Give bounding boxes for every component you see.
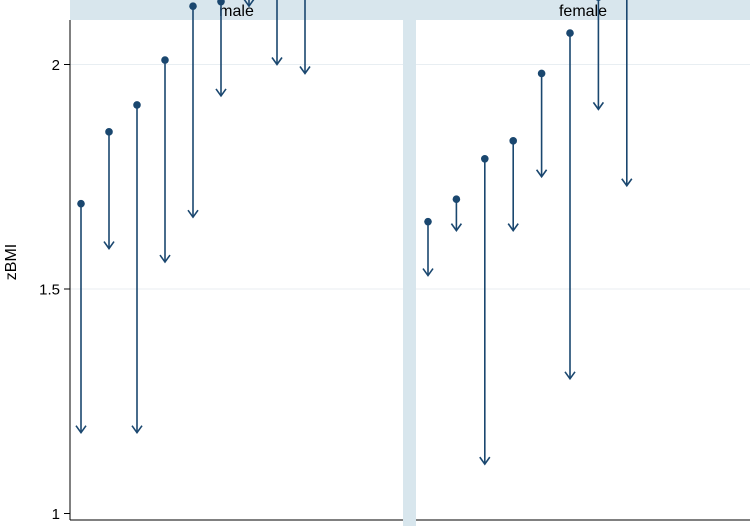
panel-title-male: male (219, 3, 254, 20)
change-arrow-head (187, 209, 199, 219)
change-arrow-head (215, 88, 227, 98)
baseline-point (105, 128, 113, 136)
panel-layer: male female (70, 0, 750, 20)
baseline-point (566, 29, 574, 37)
y-axis-label: zBMI (3, 244, 20, 280)
baseline-point (161, 56, 169, 64)
change-arrow-head (299, 66, 311, 75)
panel-gutter (403, 0, 416, 526)
change-arrow-head (535, 169, 548, 179)
change-arrow-head (75, 425, 87, 435)
baseline-point (77, 199, 85, 208)
change-arrow-head (507, 223, 519, 233)
baseline-point (217, 0, 225, 6)
baseline-point (424, 217, 432, 226)
change-arrow-head (103, 241, 115, 250)
grid-layer (70, 64, 750, 290)
baseline-point (595, 0, 601, 1)
y-tick-label: 2 (52, 57, 60, 74)
change-arrow-head (450, 223, 463, 233)
change-arrow-head (422, 268, 434, 277)
baseline-point (133, 101, 141, 109)
change-arrow-head (159, 254, 171, 264)
change-arrow-head (592, 101, 605, 111)
axis-layer: 11.522.53 (39, 20, 750, 523)
baseline-point (481, 154, 489, 163)
change-arrow-head (479, 456, 491, 466)
panel-title-female: female (559, 3, 607, 20)
change-arrow-head (243, 0, 255, 8)
baseline-point (509, 137, 517, 145)
panel-header-male (70, 0, 403, 20)
change-arrow-head (131, 425, 143, 435)
change-arrow-head (621, 178, 633, 188)
panel-header-female (416, 0, 750, 20)
baseline-point (537, 69, 546, 78)
mark-layer (75, 0, 633, 466)
y-tick-label: 1 (52, 506, 60, 523)
baseline-point (452, 195, 461, 203)
y-tick-label: 1.5 (39, 282, 60, 299)
change-arrow-head (564, 371, 576, 381)
change-arrow-head (271, 57, 283, 66)
baseline-point (189, 2, 197, 10)
